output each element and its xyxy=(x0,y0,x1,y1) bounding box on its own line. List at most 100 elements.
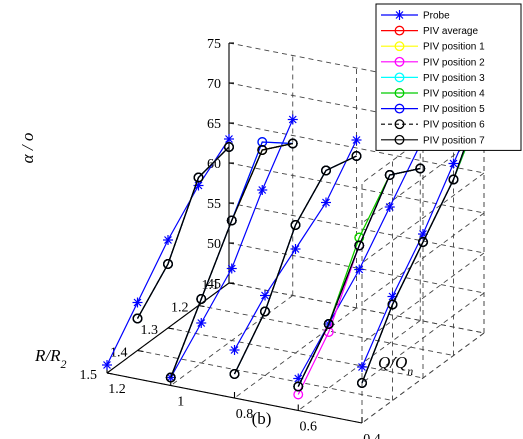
legend-marker xyxy=(394,119,405,130)
y-tick-mark xyxy=(106,372,114,375)
data-point xyxy=(132,313,143,324)
x-axis-label: Q/Qn xyxy=(378,353,413,378)
legend-label: PIV position 4 xyxy=(423,89,485,100)
legend-marker xyxy=(394,10,405,20)
data-point xyxy=(257,185,268,195)
y-tick-mark xyxy=(198,304,205,308)
data-point xyxy=(323,319,334,329)
legend-entry: PIV position 6 xyxy=(381,119,485,131)
legend-entry: Probe xyxy=(381,10,450,22)
gridline-sidewall-z xyxy=(361,172,485,264)
y-tick-mark xyxy=(137,349,144,353)
marker-stroke xyxy=(322,198,330,207)
legend-label: PIV position 2 xyxy=(423,57,485,68)
data-point xyxy=(229,345,240,355)
marker-stroke xyxy=(261,291,269,300)
series-line xyxy=(170,142,293,378)
gridline-floor-y xyxy=(167,327,424,379)
data-point xyxy=(415,163,426,174)
marker-stroke xyxy=(294,374,303,383)
legend-label: PIV position 7 xyxy=(423,135,485,146)
y-tick-label: 1.2 xyxy=(171,301,189,316)
data-point xyxy=(163,235,173,245)
x-tick-label: 1 xyxy=(177,395,184,410)
legend-entry: PIV position 3 xyxy=(381,72,485,84)
gridline-sidewall-z xyxy=(361,212,485,304)
marker-stroke xyxy=(230,346,239,354)
series-line xyxy=(297,144,421,379)
x-tick-label: 0.8 xyxy=(236,407,254,422)
series-line xyxy=(233,155,357,375)
z-tick-label: 65 xyxy=(207,117,221,132)
legend-label: PIV position 6 xyxy=(423,120,485,131)
series-line xyxy=(170,141,293,378)
legend-marker xyxy=(394,56,405,67)
series-line xyxy=(170,142,293,378)
legend-label: PIV average xyxy=(423,26,478,37)
legend-marker xyxy=(394,41,405,52)
data-point xyxy=(226,263,237,274)
data-point xyxy=(102,360,112,370)
marker-stroke xyxy=(194,181,203,190)
data-point xyxy=(351,151,362,161)
marker-stroke xyxy=(225,135,233,143)
legend-entry: PIV position 2 xyxy=(381,56,485,68)
data-point xyxy=(132,297,143,308)
data-point xyxy=(448,174,459,185)
series-line xyxy=(170,142,293,378)
data-point xyxy=(448,158,459,169)
series-line xyxy=(106,138,230,366)
series-line xyxy=(233,155,357,375)
marker-stroke xyxy=(352,136,361,144)
series-line xyxy=(170,119,294,378)
z-tick-label: 50 xyxy=(207,237,221,252)
data-point xyxy=(387,299,398,310)
legend-marker xyxy=(394,88,405,98)
z-tick-label: 55 xyxy=(207,197,221,212)
y-tick-label: 1.3 xyxy=(141,323,159,338)
marker-stroke xyxy=(449,159,458,168)
gridline-sidewall-z xyxy=(361,292,485,384)
axes-group: 455055606570751.11.21.31.41.50.40.60.811… xyxy=(18,37,413,439)
data-point xyxy=(193,172,204,183)
marker-stroke xyxy=(388,292,397,301)
z-axis-label: α / o xyxy=(18,133,37,164)
legend-entry: PIV position 4 xyxy=(381,88,485,100)
gridline-floor-x xyxy=(361,332,485,424)
y-axis-label: R/R2 xyxy=(34,346,67,371)
x-tick-label: 1.2 xyxy=(108,382,126,397)
series-line xyxy=(233,155,357,375)
gridline-sidewall-z xyxy=(361,252,485,344)
legend-label: Probe xyxy=(423,11,450,22)
z-tick-label: 45 xyxy=(207,277,221,292)
data-point xyxy=(224,142,234,152)
data-point xyxy=(384,202,395,212)
z-tick-label: 70 xyxy=(207,77,221,92)
gridline-backwall-z xyxy=(228,122,485,174)
legend-entry: PIV average xyxy=(381,25,478,37)
x-tick-label: 0.6 xyxy=(300,420,318,435)
data-point xyxy=(321,197,331,208)
data-point xyxy=(165,372,176,383)
data-point xyxy=(418,237,428,247)
marker-stroke xyxy=(358,363,366,371)
marker-stroke xyxy=(133,298,142,307)
data-point xyxy=(257,145,268,155)
marker-stroke xyxy=(419,230,427,238)
marker-stroke xyxy=(288,115,297,124)
gridline-floor-x xyxy=(297,320,421,411)
data-point xyxy=(260,306,270,317)
series-line xyxy=(233,155,357,375)
gridline-backwall-z xyxy=(228,202,485,254)
series-line xyxy=(136,146,230,319)
legend-group: Probe PIV average PIV position 1 PIV positi… xyxy=(375,3,522,151)
z-tick-label: 75 xyxy=(207,37,221,52)
gridline-backwall-z xyxy=(228,242,485,294)
figure-caption: (b) xyxy=(251,409,272,428)
x-tick-label: 0.4 xyxy=(363,432,381,439)
data-point xyxy=(351,135,362,145)
data-point xyxy=(196,294,207,304)
series-line xyxy=(233,155,357,375)
